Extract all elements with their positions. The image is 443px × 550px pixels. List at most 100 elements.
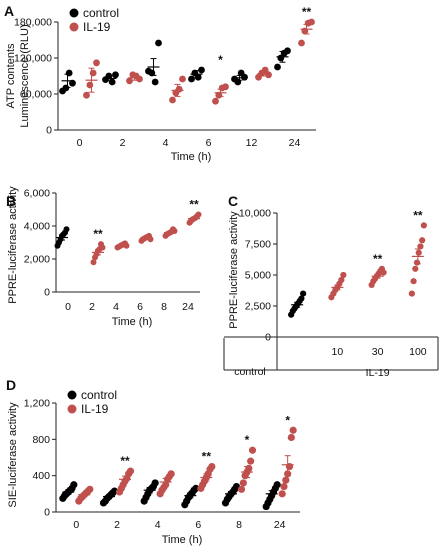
data-point xyxy=(222,83,229,91)
y-tick-label: 2,000 xyxy=(24,254,50,266)
y-tick-label: 4,000 xyxy=(24,221,50,233)
significance-mark: * xyxy=(285,413,290,427)
data-point xyxy=(300,290,307,297)
data-point xyxy=(417,243,424,250)
data-point xyxy=(112,71,119,79)
data-point xyxy=(298,295,305,302)
legend-label: control xyxy=(83,6,119,20)
x-tick-label: 2 xyxy=(114,519,120,531)
data-point xyxy=(420,222,427,229)
significance-mark: ** xyxy=(120,454,130,468)
y-tick-label: 1,200 xyxy=(24,398,50,410)
x-tick-label: 24 xyxy=(182,301,194,313)
data-point xyxy=(274,63,281,71)
data-point xyxy=(63,226,70,233)
data-point xyxy=(126,77,133,85)
x-tick-label: 2 xyxy=(120,137,126,149)
data-point xyxy=(86,485,94,493)
data-point xyxy=(273,481,281,489)
data-point xyxy=(413,259,421,266)
data-point xyxy=(287,433,295,442)
data-point xyxy=(285,462,294,471)
data-point xyxy=(179,75,186,83)
x-tick-label: 4 xyxy=(163,137,169,149)
data-point xyxy=(90,259,97,266)
data-point xyxy=(245,464,253,472)
legend-label: control xyxy=(81,388,117,402)
data-point xyxy=(126,467,135,475)
data-point xyxy=(86,81,94,89)
legend-marker xyxy=(67,404,77,414)
data-point xyxy=(108,78,116,86)
data-point xyxy=(62,84,70,92)
legend-marker xyxy=(69,22,79,32)
data-point xyxy=(169,96,176,104)
y-tick-label: 2,500 xyxy=(245,301,271,313)
legend-label: IL-19 xyxy=(81,402,109,416)
x-tick-label: 24 xyxy=(289,137,301,149)
data-point xyxy=(65,69,73,77)
data-point xyxy=(308,18,315,26)
data-point xyxy=(380,269,387,276)
data-point xyxy=(99,244,106,251)
panel-c: 02,5005,0007,50010,000****PPRE-luciferas… xyxy=(223,208,439,379)
x-tick-label: control xyxy=(234,366,266,378)
panel-letter-a: A xyxy=(4,3,14,19)
y-tick-label: 60,000 xyxy=(20,89,52,101)
significance-mark: ** xyxy=(373,252,383,266)
data-point xyxy=(410,278,417,285)
legend-marker xyxy=(69,8,79,18)
significance-mark: ** xyxy=(302,5,312,19)
data-point xyxy=(338,276,345,284)
y-tick-label: 0 xyxy=(44,287,50,299)
data-point xyxy=(247,457,255,465)
data-point xyxy=(234,78,242,86)
y-tick-label: 400 xyxy=(32,470,50,482)
significance-mark: * xyxy=(245,433,250,447)
data-point xyxy=(340,271,347,279)
x-tick-label: 0 xyxy=(65,301,71,313)
y-axis-label: Luminescence (RLU) xyxy=(19,24,31,127)
x-axis-label: Time (h) xyxy=(112,316,153,328)
x-tick-label: 10 xyxy=(332,346,344,358)
data-point xyxy=(136,75,143,83)
x-axis-label: Time (h) xyxy=(171,151,212,163)
x-tick-label: 12 xyxy=(246,137,258,149)
x-tick-label: 6 xyxy=(137,301,143,313)
panel-letter-b: B xyxy=(6,193,16,209)
x-tick-label: 6 xyxy=(206,137,212,149)
data-point xyxy=(155,39,162,47)
y-tick-label: 6,000 xyxy=(24,188,50,200)
x-tick-label: 8 xyxy=(236,519,242,531)
y-tick-label: 800 xyxy=(32,434,50,446)
data-point xyxy=(195,211,202,218)
x-tick-label: 0 xyxy=(77,137,83,149)
data-point xyxy=(415,249,422,256)
y-tick-label: 0 xyxy=(44,507,50,519)
data-point xyxy=(208,462,216,471)
data-point xyxy=(412,265,419,272)
panel-letter-c: C xyxy=(228,193,238,209)
data-point xyxy=(237,485,246,493)
panel-letter-d: D xyxy=(6,377,16,393)
y-axis-label: SIE-luciferase activity xyxy=(7,402,19,508)
data-point xyxy=(151,479,159,487)
y-tick-label: 10,000 xyxy=(239,208,271,220)
x-tick-label: 2 xyxy=(89,301,95,313)
x-tick-label: 4 xyxy=(113,301,119,313)
data-point xyxy=(151,78,159,86)
x-tick-label: 24 xyxy=(274,519,286,531)
data-point xyxy=(241,73,248,81)
legend-marker xyxy=(67,390,77,400)
data-point xyxy=(278,490,286,498)
data-point xyxy=(93,59,100,67)
data-point xyxy=(212,97,219,105)
x-tick-label: 100 xyxy=(409,346,427,358)
y-tick-label: 180,000 xyxy=(14,17,52,29)
data-point xyxy=(89,69,97,77)
y-axis-label: ATP contents xyxy=(5,43,17,109)
data-point xyxy=(194,73,202,81)
